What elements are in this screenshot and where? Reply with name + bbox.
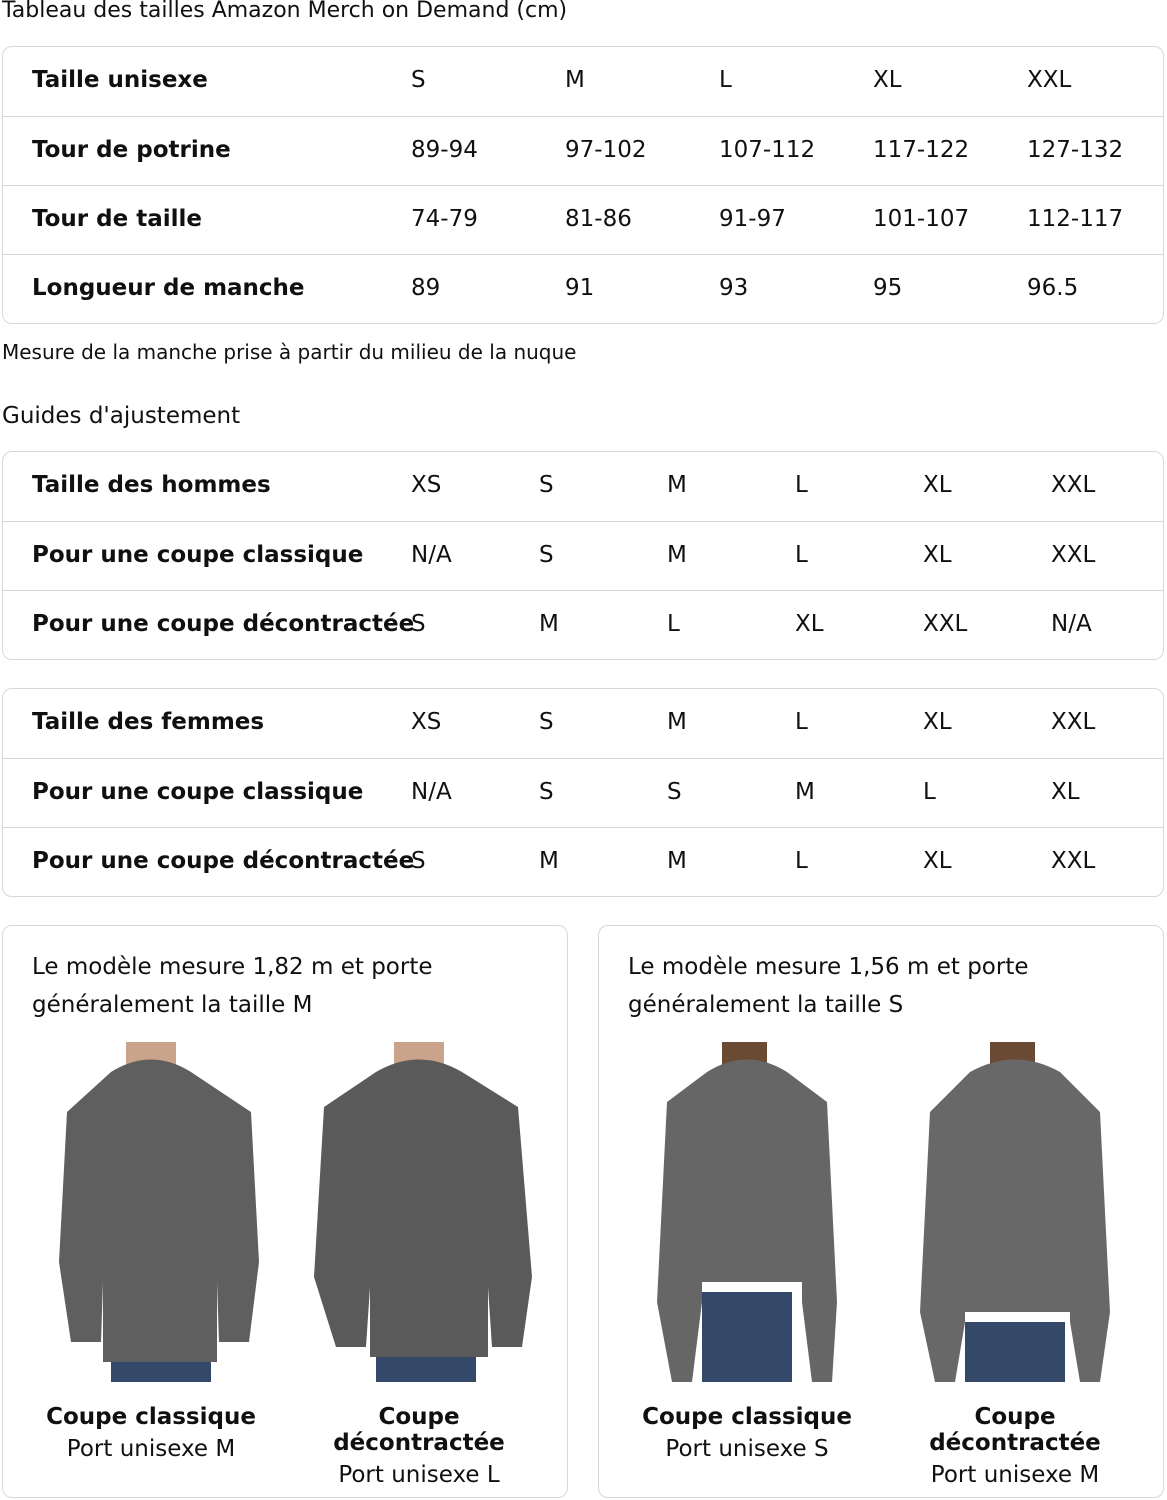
table-cell: L bbox=[795, 848, 808, 874]
table-cell: XXL bbox=[1051, 472, 1096, 498]
row-label: Taille des femmes bbox=[32, 709, 265, 735]
table-cell: XXL bbox=[1051, 709, 1096, 735]
table-cell: 89-94 bbox=[411, 137, 478, 163]
table-row: Pour une coupe décontractée S M M L XL XXL bbox=[3, 827, 1163, 896]
table-row: Taille des femmes XS S M L XL XXL bbox=[3, 689, 1163, 758]
table-cell: 101-107 bbox=[873, 206, 970, 232]
table-cell: 117-122 bbox=[873, 137, 970, 163]
hoodie-photo bbox=[920, 1042, 1110, 1382]
table-cell: M bbox=[667, 472, 687, 498]
model-card-women: Le modèle mesure 1,56 m et porte général… bbox=[598, 925, 1164, 1498]
row-label: Longueur de manche bbox=[32, 275, 305, 301]
table-cell: XL bbox=[923, 542, 952, 568]
model-caption: Le modèle mesure 1,56 m et porte général… bbox=[628, 954, 1029, 1018]
table-cell: XS bbox=[411, 472, 442, 498]
table-cell: M bbox=[539, 848, 559, 874]
row-label: Pour une coupe décontractée bbox=[32, 848, 415, 874]
table-cell: 89 bbox=[411, 275, 441, 301]
table-cell: XL bbox=[1051, 779, 1080, 805]
table-cell: S bbox=[539, 472, 554, 498]
table-cell: M bbox=[667, 848, 687, 874]
fit-guide-heading: Guides d'ajustement bbox=[2, 403, 241, 429]
table-cell: 81-86 bbox=[565, 206, 632, 232]
table-cell: 97-102 bbox=[565, 137, 647, 163]
table-cell: XL bbox=[923, 472, 952, 498]
table-row: Tour de potrine 89-94 97-102 107-112 117-122… bbox=[3, 116, 1163, 185]
table-cell: S bbox=[539, 709, 554, 735]
table-cell: 93 bbox=[719, 275, 749, 301]
table-cell: L bbox=[795, 542, 808, 568]
men-fit-table: Taille des hommes XS S M L XL XXL Pour une coup… bbox=[2, 451, 1164, 660]
row-label: Pour une coupe décontractée bbox=[32, 611, 415, 637]
size-table: Taille unisexe S M L XL XXL Tour de potrine 89-… bbox=[2, 46, 1164, 324]
table-cell: XL bbox=[795, 611, 824, 637]
figure-relaxed: Coupe décontractée Port unisexe M bbox=[895, 1042, 1135, 1488]
table-cell: 91 bbox=[565, 275, 595, 301]
page-title: Tableau des tailles Amazon Merch on Dema… bbox=[2, 0, 568, 23]
hoodie-photo bbox=[657, 1042, 837, 1382]
table-cell: 74-79 bbox=[411, 206, 478, 232]
table-cell: 96.5 bbox=[1027, 275, 1079, 301]
row-label: Taille des hommes bbox=[32, 472, 271, 498]
table-cell: N/A bbox=[411, 542, 452, 568]
figure-classic: Coupe classique Port unisexe S bbox=[627, 1042, 867, 1462]
table-cell: M bbox=[795, 779, 815, 805]
model-card-men: Le modèle mesure 1,82 m et porte général… bbox=[2, 925, 568, 1498]
table-cell: M bbox=[565, 67, 585, 93]
table-cell: L bbox=[667, 611, 680, 637]
table-row: Pour une coupe classique N/A S M L XL XXL bbox=[3, 521, 1163, 590]
row-label: Pour une coupe classique bbox=[32, 779, 364, 805]
table-cell: N/A bbox=[411, 779, 452, 805]
row-label: Taille unisexe bbox=[32, 67, 208, 93]
table-cell: M bbox=[539, 611, 559, 637]
table-cell: S bbox=[411, 67, 426, 93]
table-cell: S bbox=[539, 542, 554, 568]
table-cell: S bbox=[411, 611, 426, 637]
table-cell: XXL bbox=[1051, 848, 1096, 874]
table-cell: L bbox=[923, 779, 936, 805]
model-caption: Le modèle mesure 1,82 m et porte général… bbox=[32, 954, 433, 1018]
table-cell: 127-132 bbox=[1027, 137, 1124, 163]
table-cell: XL bbox=[873, 67, 902, 93]
hoodie-photo bbox=[314, 1042, 532, 1382]
row-label: Tour de potrine bbox=[32, 137, 231, 163]
table-cell: N/A bbox=[1051, 611, 1092, 637]
table-cell: XXL bbox=[1027, 67, 1072, 93]
table-cell: 107-112 bbox=[719, 137, 816, 163]
hoodie-photo bbox=[59, 1042, 259, 1382]
table-cell: 112-117 bbox=[1027, 206, 1124, 232]
figure-relaxed: Coupe décontractée Port unisexe L bbox=[299, 1042, 539, 1488]
table-cell: S bbox=[539, 779, 554, 805]
table-cell: 91-97 bbox=[719, 206, 786, 232]
table-cell: L bbox=[795, 472, 808, 498]
table-cell: XS bbox=[411, 709, 442, 735]
figure-classic: Coupe classique Port unisexe M bbox=[31, 1042, 271, 1462]
table-cell: 95 bbox=[873, 275, 903, 301]
table-cell: XL bbox=[923, 709, 952, 735]
table-cell: L bbox=[795, 709, 808, 735]
table-row: Pour une coupe décontractée S M L XL XXL N/A bbox=[3, 590, 1163, 659]
table-row: Pour une coupe classique N/A S S M L XL bbox=[3, 758, 1163, 827]
women-fit-table: Taille des femmes XS S M L XL XXL Pour une coup… bbox=[2, 688, 1164, 897]
table-cell: S bbox=[667, 779, 682, 805]
row-label: Tour de taille bbox=[32, 206, 202, 232]
table-cell: XXL bbox=[923, 611, 968, 637]
table-cell: XXL bbox=[1051, 542, 1096, 568]
table-cell: M bbox=[667, 542, 687, 568]
table-cell: S bbox=[411, 848, 426, 874]
row-label: Pour une coupe classique bbox=[32, 542, 364, 568]
table-row: Taille des hommes XS S M L XL XXL bbox=[3, 452, 1163, 521]
table-cell: L bbox=[719, 67, 732, 93]
table-row: Tour de taille 74-79 81-86 91-97 101-107 112-… bbox=[3, 185, 1163, 254]
sleeve-note: Mesure de la manche prise à partir du mi… bbox=[2, 340, 577, 364]
table-cell: M bbox=[667, 709, 687, 735]
table-row: Taille unisexe S M L XL XXL bbox=[3, 47, 1163, 116]
table-cell: XL bbox=[923, 848, 952, 874]
table-row: Longueur de manche 89 91 93 95 96.5 bbox=[3, 254, 1163, 323]
